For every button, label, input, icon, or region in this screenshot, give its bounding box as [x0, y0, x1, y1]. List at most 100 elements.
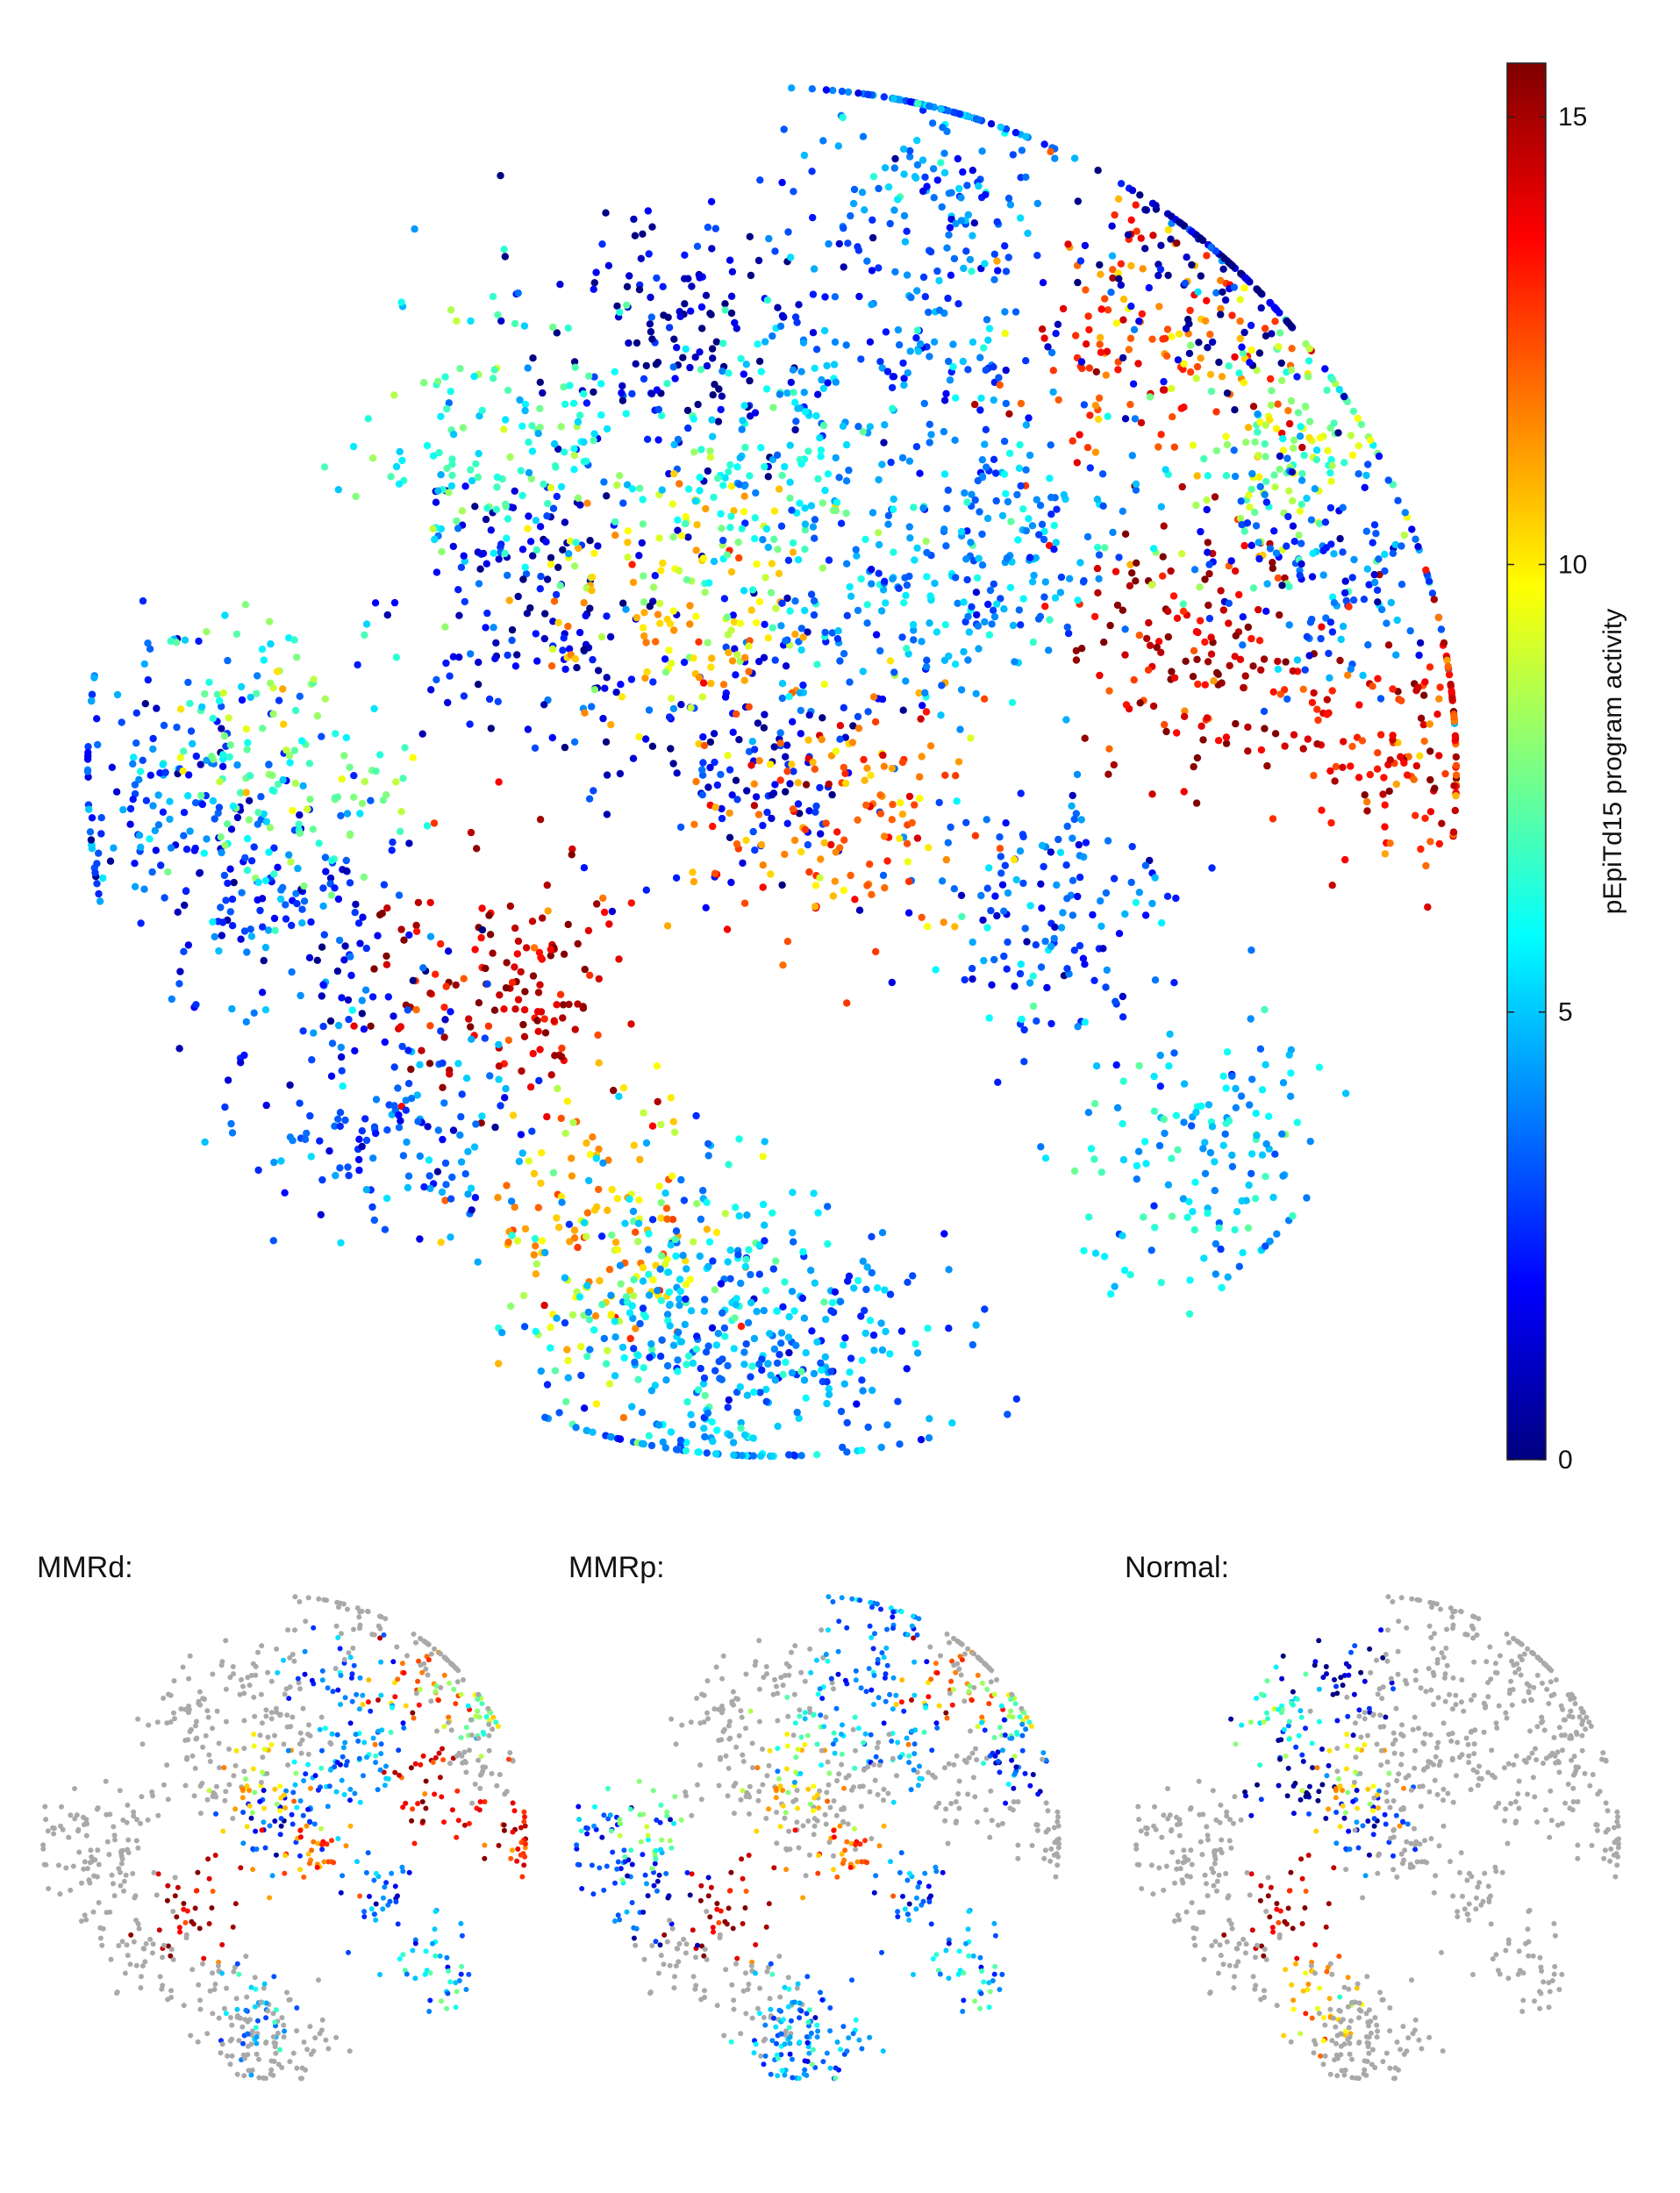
scatter-point	[726, 766, 734, 774]
scatter-point	[509, 1111, 518, 1119]
scatter-point	[1103, 347, 1112, 355]
scatter-point	[1081, 241, 1090, 250]
scatter-point	[1183, 254, 1190, 261]
scatter-point	[1375, 452, 1383, 461]
scatter-point	[468, 1732, 475, 1738]
scatter-point	[1232, 719, 1240, 728]
scatter-point	[726, 809, 733, 818]
scatter-point	[1242, 1197, 1250, 1204]
scatter-point	[336, 1164, 344, 1172]
scatter-point	[458, 507, 467, 515]
scatter-point	[478, 1754, 484, 1760]
scatter-point	[1051, 154, 1059, 162]
scatter-point	[431, 535, 439, 544]
scatter-point	[1070, 1167, 1079, 1175]
scatter-point	[983, 514, 992, 523]
scatter-point	[812, 346, 821, 354]
scatter-point	[611, 1333, 619, 1341]
scatter-point	[88, 814, 97, 822]
scatter-point	[357, 1625, 362, 1632]
scatter-point	[242, 725, 251, 733]
scatter-point	[409, 976, 417, 985]
scatter-point	[1293, 656, 1302, 664]
scatter-point	[100, 1925, 106, 1932]
scatter-point	[923, 573, 931, 581]
scatter-point	[620, 1354, 628, 1362]
scatter-point	[189, 739, 197, 748]
scatter-point	[1152, 202, 1160, 210]
scatter-point	[425, 1060, 434, 1068]
scatter-point	[423, 441, 432, 450]
scatter-point	[890, 95, 897, 103]
scatter-point	[1132, 486, 1140, 494]
scatter-point	[706, 447, 714, 455]
scatter-point	[1328, 882, 1336, 889]
scatter-point	[502, 984, 511, 992]
scatter-point	[1011, 982, 1019, 990]
cluster-27	[550, 296, 971, 635]
scatter-point	[696, 1252, 704, 1261]
scatter-point	[1397, 753, 1405, 761]
scatter-point	[557, 1192, 566, 1201]
scatter-point	[523, 610, 532, 618]
scatter-point	[1204, 658, 1212, 666]
scatter-point	[886, 1350, 894, 1358]
scatter-point	[993, 257, 1001, 265]
scatter-point	[804, 628, 811, 636]
scatter-point	[1093, 564, 1102, 573]
scatter-point	[1142, 1160, 1150, 1168]
scatter-point	[667, 1428, 676, 1436]
scatter-point	[740, 402, 748, 410]
scatter-point	[605, 1380, 614, 1388]
scatter-point	[1276, 329, 1284, 337]
scatter-point	[447, 1761, 453, 1767]
scatter-point	[750, 780, 758, 788]
scatter-point	[913, 326, 922, 334]
scatter-point	[718, 525, 726, 532]
scatter-point	[475, 1735, 482, 1741]
scatter-point	[904, 858, 912, 866]
scatter-point	[219, 1942, 225, 1947]
scatter-point	[516, 396, 524, 404]
scatter-point	[1224, 1273, 1232, 1282]
scatter-point	[174, 908, 182, 917]
scatter-point	[705, 1238, 714, 1247]
scatter-point	[790, 836, 799, 845]
scatter-point	[590, 430, 598, 438]
scatter-point	[231, 1671, 236, 1677]
scatter-point	[686, 620, 694, 628]
scatter-point	[210, 1725, 215, 1732]
scatter-point	[1248, 1075, 1256, 1083]
scatter-point	[520, 1323, 529, 1331]
scatter-point	[547, 1324, 554, 1332]
scatter-point	[859, 132, 868, 140]
scatter-point	[542, 538, 550, 546]
scatter-point	[251, 1732, 257, 1737]
scatter-point	[226, 908, 234, 916]
scatter-point	[547, 662, 556, 670]
scatter-point	[319, 1841, 325, 1847]
scatter-point	[788, 1288, 797, 1296]
scatter-point	[1330, 550, 1338, 558]
scatter-point	[883, 368, 892, 375]
scatter-point	[358, 1127, 366, 1135]
scatter-point	[406, 1869, 412, 1875]
scatter-point	[968, 964, 976, 973]
scatter-point	[1298, 500, 1306, 509]
scatter-point	[767, 1452, 776, 1461]
scatter-point	[1228, 311, 1236, 319]
scatter-point	[799, 681, 807, 689]
scatter-point	[544, 907, 552, 915]
scatter-point	[728, 268, 737, 275]
scatter-point	[490, 549, 497, 557]
scatter-point	[1201, 638, 1209, 646]
scatter-point	[643, 668, 651, 676]
scatter-point	[1207, 243, 1215, 251]
scatter-point	[1168, 384, 1176, 393]
scatter-point	[983, 463, 990, 471]
scatter-point	[534, 989, 543, 996]
scatter-point	[508, 636, 516, 645]
scatter-point	[526, 538, 535, 546]
scatter-point	[297, 1853, 303, 1859]
scatter-point	[978, 530, 986, 539]
